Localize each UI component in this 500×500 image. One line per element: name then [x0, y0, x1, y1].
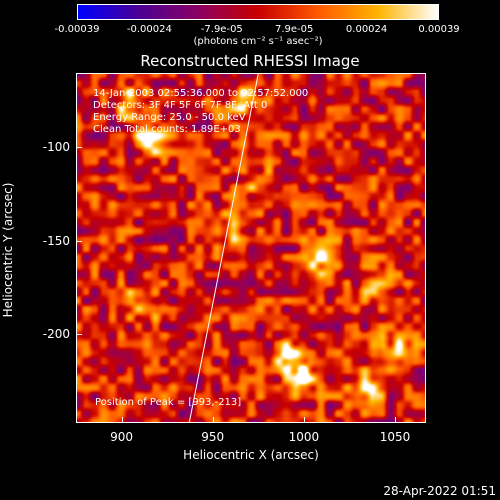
- annotation-detectors: Detectors: 3F 4F 5F 6F 7F 8F, Att 0: [93, 100, 268, 111]
- x-tick-mark: [303, 417, 305, 423]
- x-tick-label: 900: [110, 430, 134, 444]
- y-tick-label: -150: [42, 233, 70, 248]
- annotation-clean: Clean Total counts: 1.89E+03: [93, 124, 241, 135]
- x-tick-label: 950: [201, 430, 225, 444]
- colorbar-tick-label: 0.00024: [345, 24, 388, 35]
- x-tick-mark: [212, 417, 214, 423]
- colorbar-tick-label: 0.00039: [418, 24, 460, 35]
- y-tick-mark: [76, 333, 82, 335]
- colorbar-tick-label: -7.9e-05: [200, 24, 243, 35]
- solar-limb-line: [188, 74, 259, 422]
- y-tick-mark: [76, 240, 82, 242]
- colorbar-tick-label: 7.9e-05: [274, 24, 314, 35]
- colorbar-tick-label: -0.00039: [54, 24, 100, 35]
- annotation-energy: Energy Range: 25.0 - 50.0 keV: [93, 112, 246, 123]
- x-tick-mark: [395, 417, 396, 423]
- x-tick-label: 1000: [288, 430, 320, 444]
- peak-position-label: Position of Peak = [993,-213]: [95, 397, 242, 408]
- y-tick-label: -200: [42, 326, 70, 341]
- colorbar-tick-label: -0.00024: [126, 24, 172, 35]
- limb-line-layer: [188, 74, 259, 422]
- plot-area: 14-Jan-2003 02:55:36.000 to 02:57:52.000…: [76, 73, 426, 423]
- timestamp: 28-Apr-2022 01:51: [383, 484, 496, 498]
- x-tick-label: 1050: [379, 430, 411, 444]
- colorbar-units: (photons cm⁻² s⁻¹ asec⁻²): [193, 36, 323, 47]
- y-tick-mark: [76, 147, 82, 149]
- heatmap-image: [77, 74, 425, 422]
- x-axis-label: Heliocentric X (arcsec): [183, 448, 319, 462]
- chart-title: Reconstructed RHESSI Image: [140, 52, 360, 70]
- y-axis-label-text: Heliocentric Y (arcsec): [1, 182, 15, 318]
- annotation-time: 14-Jan-2003 02:55:36.000 to 02:57:52.000: [93, 88, 309, 99]
- y-tick-label: -100: [42, 140, 70, 155]
- colorbar: [77, 4, 439, 20]
- x-tick-mark: [121, 417, 123, 423]
